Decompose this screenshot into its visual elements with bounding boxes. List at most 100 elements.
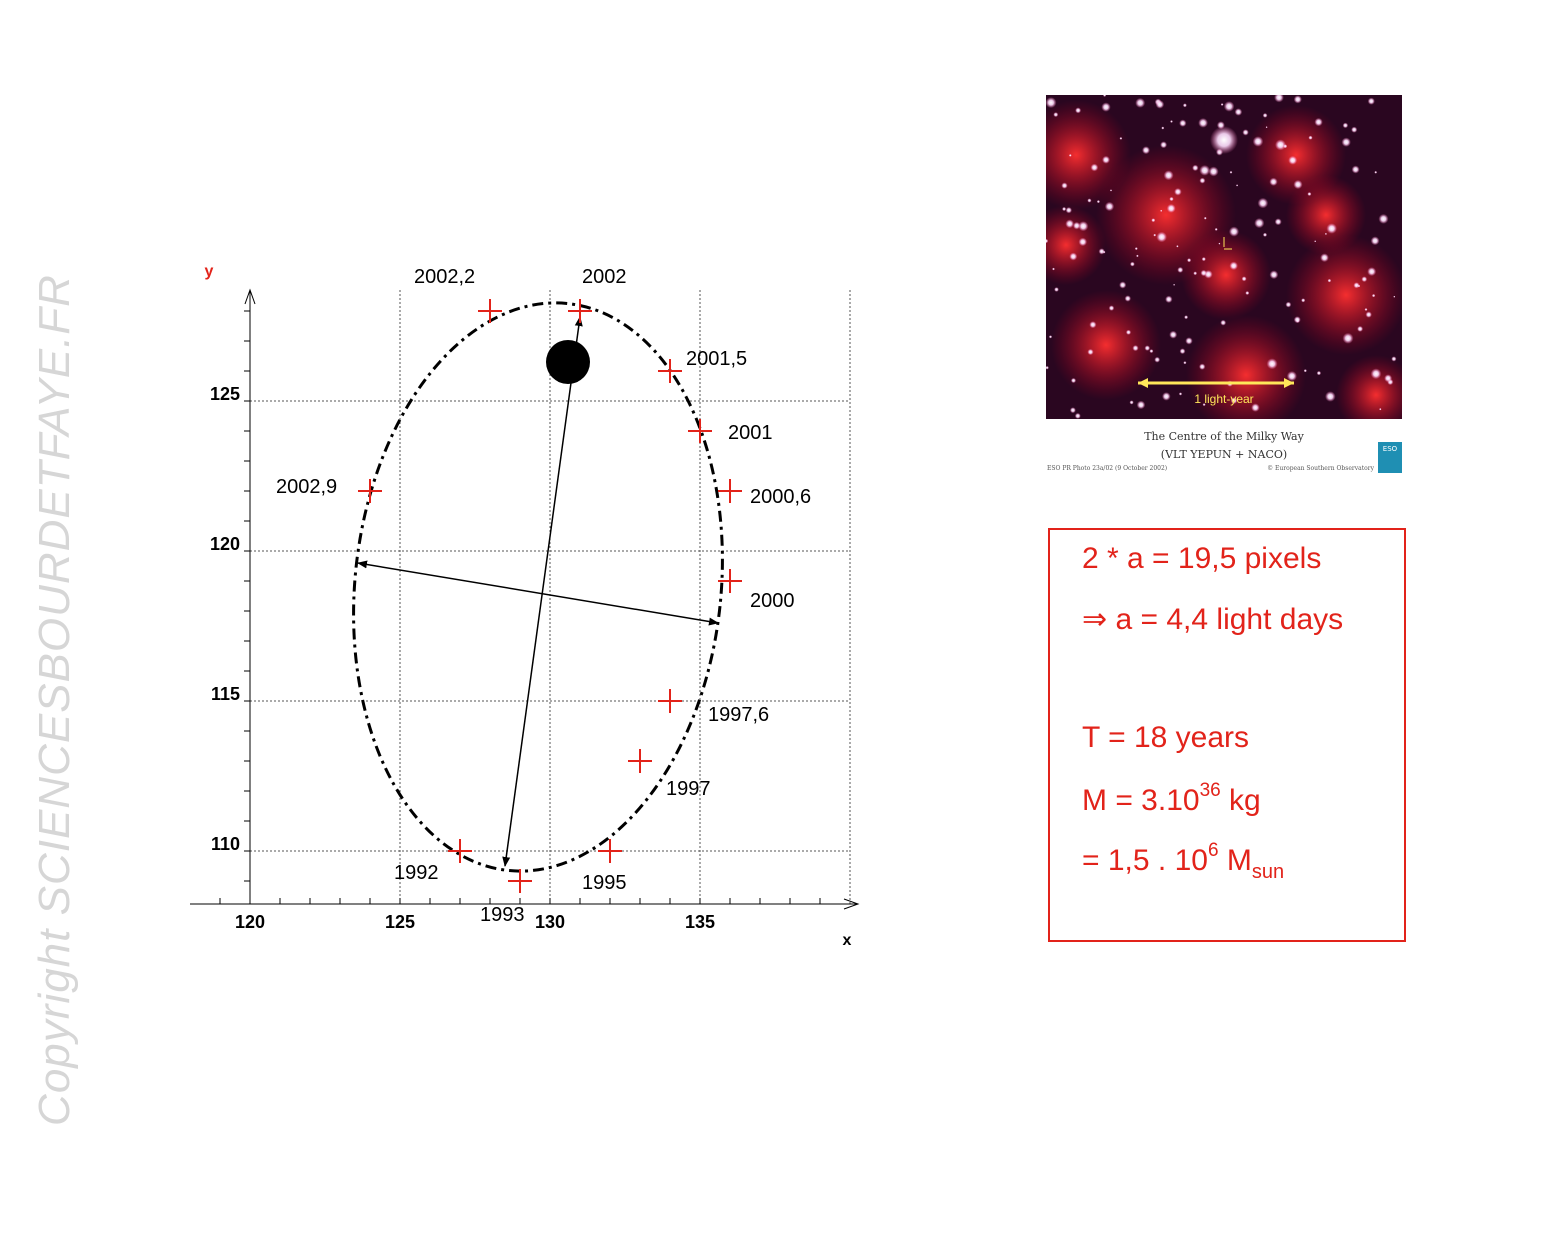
star <box>1101 102 1111 112</box>
star <box>1163 170 1174 181</box>
star <box>1199 177 1206 184</box>
star <box>1325 391 1336 402</box>
star <box>1353 282 1360 289</box>
star <box>1257 197 1269 209</box>
star <box>1266 358 1278 370</box>
star <box>1301 298 1306 303</box>
result-semi-major-text: a = 4,4 light days <box>1115 603 1344 636</box>
star <box>1293 316 1301 324</box>
y-tick-label: 125 <box>210 384 240 404</box>
star <box>1048 335 1053 339</box>
star <box>1135 97 1146 108</box>
nebula-glow <box>1186 315 1306 419</box>
star <box>1046 365 1049 370</box>
star <box>1307 192 1312 196</box>
star <box>1109 189 1113 192</box>
x-axis-label: x <box>843 932 852 949</box>
star <box>1144 345 1151 351</box>
star <box>1234 108 1243 116</box>
x-tick-label: 120 <box>235 912 265 932</box>
star <box>1119 281 1127 289</box>
bright-star <box>1210 126 1238 154</box>
major-axis-arrow <box>502 316 583 867</box>
result-semi-major-double: 2 * a = 19,5 pixels <box>1082 542 1322 575</box>
star <box>1108 305 1115 311</box>
star <box>1242 129 1249 136</box>
star <box>1286 371 1297 382</box>
x-tick-label: 125 <box>385 912 415 932</box>
x-tick-label: 130 <box>535 912 565 932</box>
star <box>1183 361 1187 365</box>
star <box>1251 403 1260 412</box>
star <box>1161 126 1165 130</box>
star <box>1098 248 1105 255</box>
mass-sun-exponent: 6 <box>1207 840 1219 861</box>
star <box>1165 295 1173 303</box>
star <box>1153 233 1157 237</box>
star <box>1201 257 1206 262</box>
star <box>1068 154 1072 157</box>
star <box>1229 170 1233 174</box>
star <box>1185 337 1193 345</box>
star <box>1203 216 1207 220</box>
star <box>1391 356 1397 362</box>
star <box>1252 136 1264 147</box>
nebula-glow <box>1286 235 1402 355</box>
data-point-label: 2000 <box>750 590 795 612</box>
star <box>1320 253 1329 263</box>
star <box>1275 139 1286 151</box>
star <box>1169 196 1174 202</box>
x-axis-arrowhead <box>843 898 860 910</box>
eso-logo: ESO <box>1378 442 1402 473</box>
star-field-image: 1 light-year <box>1046 95 1402 419</box>
star <box>1384 374 1393 383</box>
y-axis-label: y <box>205 263 214 280</box>
data-point-label: 1997,6 <box>708 704 769 726</box>
data-point-label: 2002 <box>582 266 627 288</box>
star <box>1265 126 1268 129</box>
star <box>1061 182 1068 189</box>
star <box>1199 165 1211 176</box>
star <box>1327 278 1332 283</box>
photo-credit-left: ESO PR Photo 23a/02 (9 October 2002) <box>1047 465 1168 472</box>
star <box>1134 247 1138 251</box>
star <box>1177 266 1184 273</box>
result-period: T = 18 years <box>1082 721 1250 754</box>
star <box>1178 392 1183 396</box>
star <box>1378 213 1389 224</box>
nebula-glow <box>1286 175 1366 255</box>
star <box>1274 95 1284 103</box>
star <box>1379 408 1382 411</box>
y-tick-label: 115 <box>211 684 240 704</box>
star <box>1096 200 1100 204</box>
star <box>1182 103 1187 108</box>
result-mass-kg: M = 3.1036 kg <box>1082 780 1261 818</box>
star <box>1046 238 1049 244</box>
nebula-glow <box>1181 230 1271 320</box>
star <box>1053 112 1059 118</box>
scale-bar-label: 1 light-year <box>1194 392 1253 406</box>
implies-arrow: ⇒ <box>1082 603 1108 636</box>
star <box>1179 348 1186 355</box>
photo-caption-title: The Centre of the Milky Way <box>1144 430 1304 443</box>
star <box>1070 377 1077 384</box>
data-point-label: 2000,6 <box>750 486 811 508</box>
star <box>1102 155 1110 164</box>
star <box>1370 236 1380 246</box>
star <box>1046 97 1057 109</box>
star <box>1314 240 1317 243</box>
star <box>1160 141 1168 149</box>
star <box>1130 261 1135 267</box>
star <box>1364 308 1368 311</box>
milky-way-photo: 1 light-year <box>1046 95 1402 419</box>
black-hole-focus <box>546 340 590 384</box>
star <box>1129 400 1134 405</box>
star <box>1342 332 1354 344</box>
star <box>1254 218 1265 229</box>
mass-kg-unit: kg <box>1220 784 1261 817</box>
star <box>1230 397 1238 404</box>
star <box>1351 126 1358 133</box>
nebula-glow <box>1336 355 1402 419</box>
star <box>1075 107 1082 114</box>
star <box>1365 311 1372 318</box>
